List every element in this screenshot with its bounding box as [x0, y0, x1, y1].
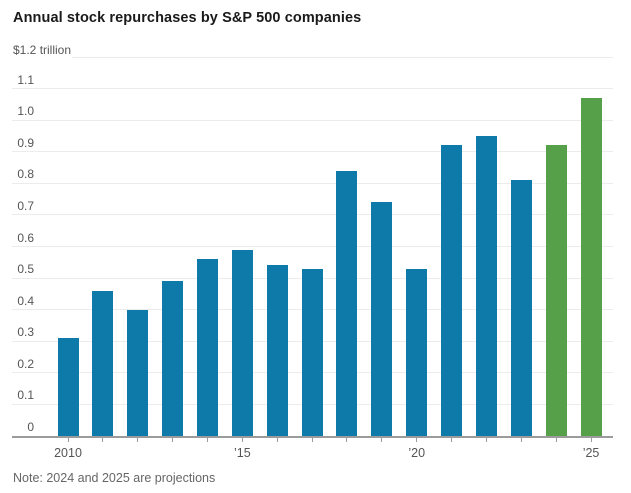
bar-2013 [162, 281, 184, 436]
x-axis-tick [520, 438, 522, 442]
y-axis-tick-label: 1.1 [17, 72, 34, 87]
y-axis-tick-label: 1.0 [17, 104, 34, 119]
chart-title: Annual stock repurchases by S&P 500 comp… [13, 10, 362, 26]
x-axis-tick [555, 438, 557, 442]
y-axis-tick-label: 0.3 [17, 325, 34, 340]
y-gridline [12, 119, 613, 121]
y-axis-unit-label: $1.2 trillion [13, 43, 72, 57]
x-axis-tick [206, 438, 208, 442]
bar-projection-2025 [580, 98, 602, 436]
y-axis-tick-label: 0.9 [17, 135, 34, 150]
bar-2011 [92, 290, 114, 436]
y-axis-tick-label: 0.2 [17, 356, 34, 371]
y-gridline [12, 151, 613, 153]
y-axis-tick-label: 0.8 [17, 167, 34, 182]
bar-2015 [231, 249, 253, 436]
y-axis-tick-label: 0 [27, 420, 34, 434]
x-axis-tick [311, 438, 313, 442]
x-axis-tick-label: ’15 [234, 446, 251, 460]
x-axis-tick [346, 438, 348, 442]
x-axis-baseline [12, 436, 613, 438]
x-axis-tick [137, 438, 139, 442]
y-axis-tick-label: 0.6 [17, 230, 34, 245]
bar-2019 [371, 202, 393, 436]
bar-2016 [266, 265, 288, 436]
y-gridline [12, 88, 613, 90]
x-axis-tick-label: ’20 [408, 446, 426, 460]
bar-2010 [57, 338, 79, 436]
x-axis-tick [451, 438, 453, 442]
y-gridline-top [72, 56, 613, 58]
x-axis-tick-label: ’25 [582, 446, 600, 460]
bar-projection-2024 [545, 145, 567, 436]
bar-2023 [510, 180, 532, 436]
x-axis-tick [172, 438, 174, 442]
x-axis-tick [381, 438, 383, 442]
bar-2021 [441, 145, 463, 436]
y-gridline [12, 246, 613, 247]
x-axis-tick [67, 438, 69, 442]
x-axis-tick [102, 438, 104, 442]
chart-note: Note: 2024 and 2025 are projections [13, 471, 216, 485]
y-gridline [12, 214, 613, 216]
bar-2022 [475, 135, 497, 436]
y-axis-tick-label: 0.1 [17, 388, 34, 403]
x-axis-tick-label: 2010 [54, 446, 82, 460]
x-axis-tick [416, 438, 418, 442]
y-axis-tick-label: 0.4 [17, 293, 34, 308]
y-axis-tick-label: 0.5 [17, 262, 34, 277]
y-gridline [12, 182, 613, 184]
x-axis-tick [276, 438, 278, 442]
bar-2012 [127, 309, 149, 436]
bar-2017 [301, 268, 323, 436]
bar-2018 [336, 170, 358, 436]
bar-2014 [196, 259, 218, 436]
y-axis-tick-label: 0.7 [17, 198, 34, 213]
x-axis-tick [590, 438, 592, 442]
x-axis-tick [241, 438, 243, 442]
x-axis-tick [485, 438, 487, 442]
bar-2020 [406, 268, 428, 436]
